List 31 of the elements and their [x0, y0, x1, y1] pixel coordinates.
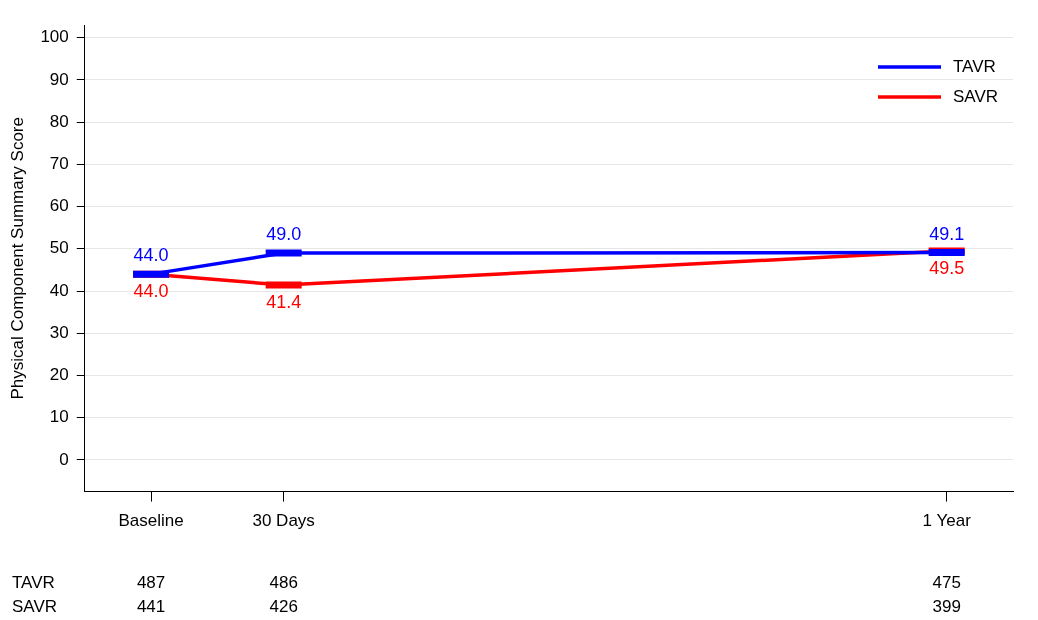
y-tick-label: 100 — [40, 27, 69, 47]
x-tick-label: Baseline — [118, 511, 184, 531]
y-tick-label: 30 — [49, 322, 69, 342]
data-label: 44.0 — [133, 245, 169, 266]
text: 426 — [269, 596, 298, 616]
data-label: 49.5 — [929, 257, 965, 278]
text: SAVR — [12, 596, 58, 616]
text: TAVR — [12, 572, 55, 592]
y-tick-label: 20 — [49, 365, 69, 385]
y-tick-label: 90 — [49, 69, 69, 89]
text: 475 — [932, 572, 961, 592]
legend-label: TAVR — [953, 56, 996, 76]
y-tick-label: 70 — [49, 154, 69, 174]
text: 441 — [136, 596, 166, 616]
y-axis-title: Physical Component Summary Score — [7, 117, 27, 400]
data-label: 44.0 — [133, 281, 169, 302]
y-tick-label: 60 — [49, 196, 69, 216]
text: 486 — [269, 572, 298, 592]
legend-label: SAVR — [953, 86, 999, 106]
text: 399 — [932, 596, 961, 616]
data-label: 49.0 — [266, 223, 302, 244]
y-tick-label: 0 — [59, 449, 69, 469]
data-label: 41.4 — [266, 292, 302, 313]
y-tick-label: 50 — [49, 238, 69, 258]
x-tick-label: 1 Year — [922, 511, 972, 531]
data-label: 49.1 — [929, 223, 965, 244]
x-tick-label: 30 Days — [252, 511, 315, 531]
y-tick-label: 40 — [49, 280, 69, 300]
y-tick-label: 80 — [49, 111, 69, 131]
text: 487 — [136, 572, 166, 592]
y-tick-label: 10 — [49, 407, 69, 427]
